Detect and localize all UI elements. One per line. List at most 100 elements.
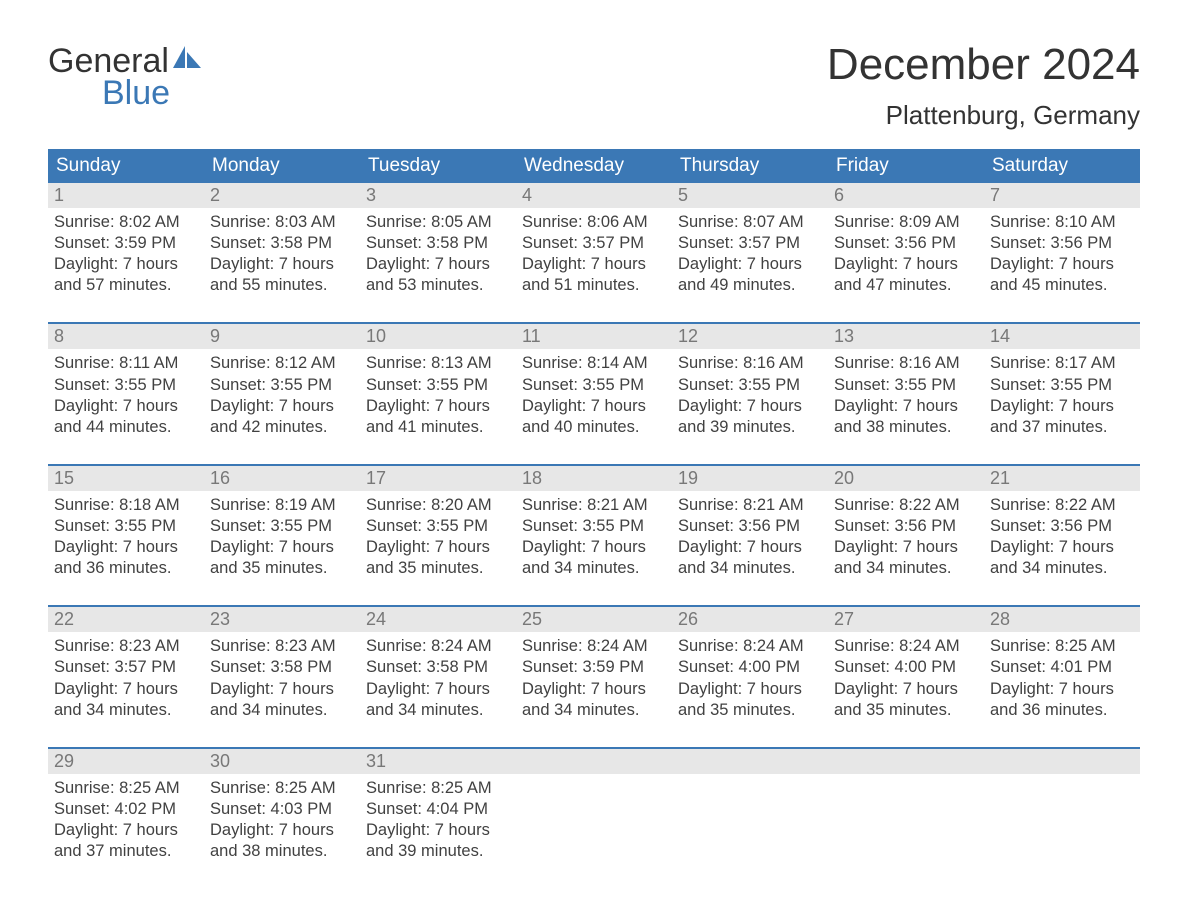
day-details: Sunrise: 8:09 AMSunset: 3:56 PMDaylight:… xyxy=(828,208,984,300)
daylight-line: Daylight: 7 hours and 35 minutes. xyxy=(678,679,822,721)
day-number: 4 xyxy=(516,183,672,208)
sunrise-line: Sunrise: 8:13 AM xyxy=(366,353,510,374)
sunrise-line: Sunrise: 8:02 AM xyxy=(54,212,198,233)
daylight-line: Daylight: 7 hours and 34 minutes. xyxy=(834,537,978,579)
day-details: Sunrise: 8:23 AMSunset: 3:57 PMDaylight:… xyxy=(48,632,204,724)
day-number: 22 xyxy=(48,607,204,632)
sunset-line: Sunset: 3:56 PM xyxy=(990,516,1134,537)
day-details: Sunrise: 8:07 AMSunset: 3:57 PMDaylight:… xyxy=(672,208,828,300)
daylight-line: Daylight: 7 hours and 36 minutes. xyxy=(54,537,198,579)
calendar-cell xyxy=(672,749,828,866)
sunset-line: Sunset: 3:57 PM xyxy=(678,233,822,254)
day-details: Sunrise: 8:03 AMSunset: 3:58 PMDaylight:… xyxy=(204,208,360,300)
daylight-line: Daylight: 7 hours and 37 minutes. xyxy=(990,396,1134,438)
sunrise-line: Sunrise: 8:21 AM xyxy=(522,495,666,516)
sunrise-line: Sunrise: 8:12 AM xyxy=(210,353,354,374)
sunset-line: Sunset: 3:56 PM xyxy=(834,516,978,537)
day-details: Sunrise: 8:11 AMSunset: 3:55 PMDaylight:… xyxy=(48,349,204,441)
day-number: 7 xyxy=(984,183,1140,208)
day-number: 12 xyxy=(672,324,828,349)
daylight-line: Daylight: 7 hours and 53 minutes. xyxy=(366,254,510,296)
daylight-line: Daylight: 7 hours and 49 minutes. xyxy=(678,254,822,296)
calendar-cell: 6Sunrise: 8:09 AMSunset: 3:56 PMDaylight… xyxy=(828,183,984,300)
calendar-cell: 4Sunrise: 8:06 AMSunset: 3:57 PMDaylight… xyxy=(516,183,672,300)
day-number: 31 xyxy=(360,749,516,774)
sunset-line: Sunset: 3:55 PM xyxy=(54,516,198,537)
sunrise-line: Sunrise: 8:06 AM xyxy=(522,212,666,233)
day-details: Sunrise: 8:13 AMSunset: 3:55 PMDaylight:… xyxy=(360,349,516,441)
day-details: Sunrise: 8:10 AMSunset: 3:56 PMDaylight:… xyxy=(984,208,1140,300)
sunset-line: Sunset: 3:55 PM xyxy=(366,516,510,537)
daylight-line: Daylight: 7 hours and 44 minutes. xyxy=(54,396,198,438)
sunset-line: Sunset: 4:01 PM xyxy=(990,657,1134,678)
day-details: Sunrise: 8:25 AMSunset: 4:01 PMDaylight:… xyxy=(984,632,1140,724)
daylight-line: Daylight: 7 hours and 51 minutes. xyxy=(522,254,666,296)
calendar-cell: 15Sunrise: 8:18 AMSunset: 3:55 PMDayligh… xyxy=(48,466,204,583)
day-number: 27 xyxy=(828,607,984,632)
day-number: 8 xyxy=(48,324,204,349)
location-label: Plattenburg, Germany xyxy=(827,100,1140,131)
day-details: Sunrise: 8:25 AMSunset: 4:04 PMDaylight:… xyxy=(360,774,516,866)
sunrise-line: Sunrise: 8:07 AM xyxy=(678,212,822,233)
day-details: Sunrise: 8:23 AMSunset: 3:58 PMDaylight:… xyxy=(204,632,360,724)
daylight-line: Daylight: 7 hours and 42 minutes. xyxy=(210,396,354,438)
calendar-cell: 16Sunrise: 8:19 AMSunset: 3:55 PMDayligh… xyxy=(204,466,360,583)
daylight-line: Daylight: 7 hours and 38 minutes. xyxy=(210,820,354,862)
brand-line1-wrap: General xyxy=(48,40,201,78)
day-details: Sunrise: 8:16 AMSunset: 3:55 PMDaylight:… xyxy=(672,349,828,441)
sunset-line: Sunset: 3:55 PM xyxy=(54,375,198,396)
sunrise-line: Sunrise: 8:18 AM xyxy=(54,495,198,516)
daylight-line: Daylight: 7 hours and 41 minutes. xyxy=(366,396,510,438)
title-block: December 2024 Plattenburg, Germany xyxy=(827,40,1140,131)
sunset-line: Sunset: 3:58 PM xyxy=(366,657,510,678)
day-number: 11 xyxy=(516,324,672,349)
daylight-line: Daylight: 7 hours and 40 minutes. xyxy=(522,396,666,438)
daylight-line: Daylight: 7 hours and 35 minutes. xyxy=(210,537,354,579)
sunrise-line: Sunrise: 8:05 AM xyxy=(366,212,510,233)
calendar-cell: 30Sunrise: 8:25 AMSunset: 4:03 PMDayligh… xyxy=(204,749,360,866)
sunset-line: Sunset: 3:55 PM xyxy=(834,375,978,396)
day-number: 24 xyxy=(360,607,516,632)
day-details: Sunrise: 8:06 AMSunset: 3:57 PMDaylight:… xyxy=(516,208,672,300)
calendar-cell: 22Sunrise: 8:23 AMSunset: 3:57 PMDayligh… xyxy=(48,607,204,724)
sunrise-line: Sunrise: 8:25 AM xyxy=(54,778,198,799)
calendar-cell: 18Sunrise: 8:21 AMSunset: 3:55 PMDayligh… xyxy=(516,466,672,583)
daylight-line: Daylight: 7 hours and 34 minutes. xyxy=(54,679,198,721)
daylight-line: Daylight: 7 hours and 45 minutes. xyxy=(990,254,1134,296)
calendar-cell: 25Sunrise: 8:24 AMSunset: 3:59 PMDayligh… xyxy=(516,607,672,724)
sunset-line: Sunset: 4:03 PM xyxy=(210,799,354,820)
sunset-line: Sunset: 3:58 PM xyxy=(210,233,354,254)
weekday-header-row: SundayMondayTuesdayWednesdayThursdayFrid… xyxy=(48,149,1140,183)
day-number: 18 xyxy=(516,466,672,491)
day-number: 5 xyxy=(672,183,828,208)
calendar-cell: 24Sunrise: 8:24 AMSunset: 3:58 PMDayligh… xyxy=(360,607,516,724)
day-number: 20 xyxy=(828,466,984,491)
calendar-cell: 14Sunrise: 8:17 AMSunset: 3:55 PMDayligh… xyxy=(984,324,1140,441)
sunset-line: Sunset: 3:58 PM xyxy=(210,657,354,678)
calendar-cell: 5Sunrise: 8:07 AMSunset: 3:57 PMDaylight… xyxy=(672,183,828,300)
weekday-header: Saturday xyxy=(984,149,1140,183)
calendar-week: 15Sunrise: 8:18 AMSunset: 3:55 PMDayligh… xyxy=(48,464,1140,583)
day-details: Sunrise: 8:24 AMSunset: 4:00 PMDaylight:… xyxy=(828,632,984,724)
calendar-week: 22Sunrise: 8:23 AMSunset: 3:57 PMDayligh… xyxy=(48,605,1140,724)
day-number xyxy=(672,749,828,774)
day-details: Sunrise: 8:25 AMSunset: 4:03 PMDaylight:… xyxy=(204,774,360,866)
calendar-cell: 28Sunrise: 8:25 AMSunset: 4:01 PMDayligh… xyxy=(984,607,1140,724)
day-number: 6 xyxy=(828,183,984,208)
sunset-line: Sunset: 3:55 PM xyxy=(366,375,510,396)
day-details: Sunrise: 8:02 AMSunset: 3:59 PMDaylight:… xyxy=(48,208,204,300)
daylight-line: Daylight: 7 hours and 34 minutes. xyxy=(522,679,666,721)
weeks-container: 1Sunrise: 8:02 AMSunset: 3:59 PMDaylight… xyxy=(48,183,1140,866)
daylight-line: Daylight: 7 hours and 34 minutes. xyxy=(210,679,354,721)
daylight-line: Daylight: 7 hours and 37 minutes. xyxy=(54,820,198,862)
calendar-cell: 20Sunrise: 8:22 AMSunset: 3:56 PMDayligh… xyxy=(828,466,984,583)
day-details: Sunrise: 8:24 AMSunset: 3:58 PMDaylight:… xyxy=(360,632,516,724)
sunset-line: Sunset: 3:55 PM xyxy=(210,375,354,396)
calendar-week: 1Sunrise: 8:02 AMSunset: 3:59 PMDaylight… xyxy=(48,183,1140,300)
calendar-cell: 21Sunrise: 8:22 AMSunset: 3:56 PMDayligh… xyxy=(984,466,1140,583)
calendar-cell xyxy=(828,749,984,866)
day-number xyxy=(984,749,1140,774)
month-title: December 2024 xyxy=(827,40,1140,90)
sunrise-line: Sunrise: 8:16 AM xyxy=(834,353,978,374)
sunset-line: Sunset: 3:55 PM xyxy=(522,516,666,537)
